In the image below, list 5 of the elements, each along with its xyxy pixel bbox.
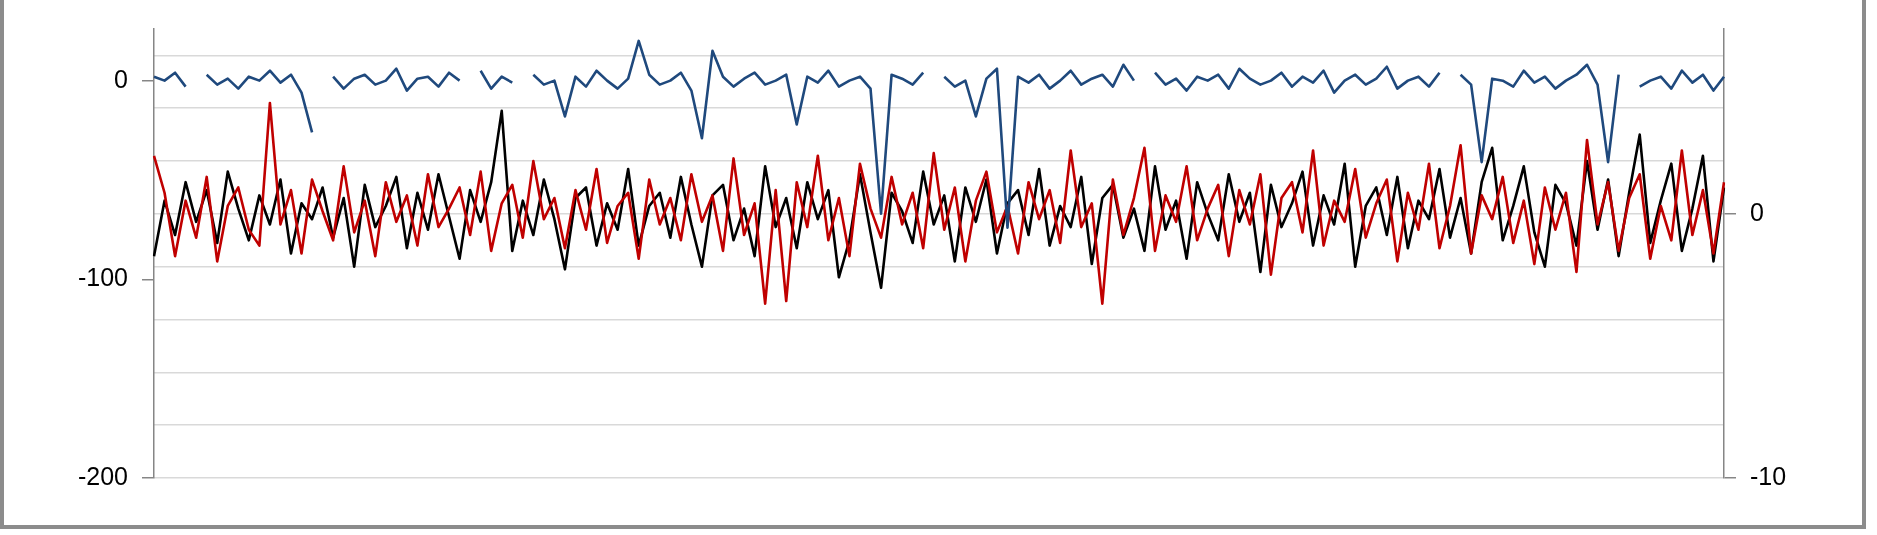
y2-tick-label: -10: [1750, 461, 1787, 490]
y2-tick-label: 0: [1750, 197, 1764, 226]
y-tick-label: -100: [77, 263, 128, 292]
y-tick-label: 0: [114, 64, 128, 93]
y-tick-label: -200: [77, 461, 128, 490]
